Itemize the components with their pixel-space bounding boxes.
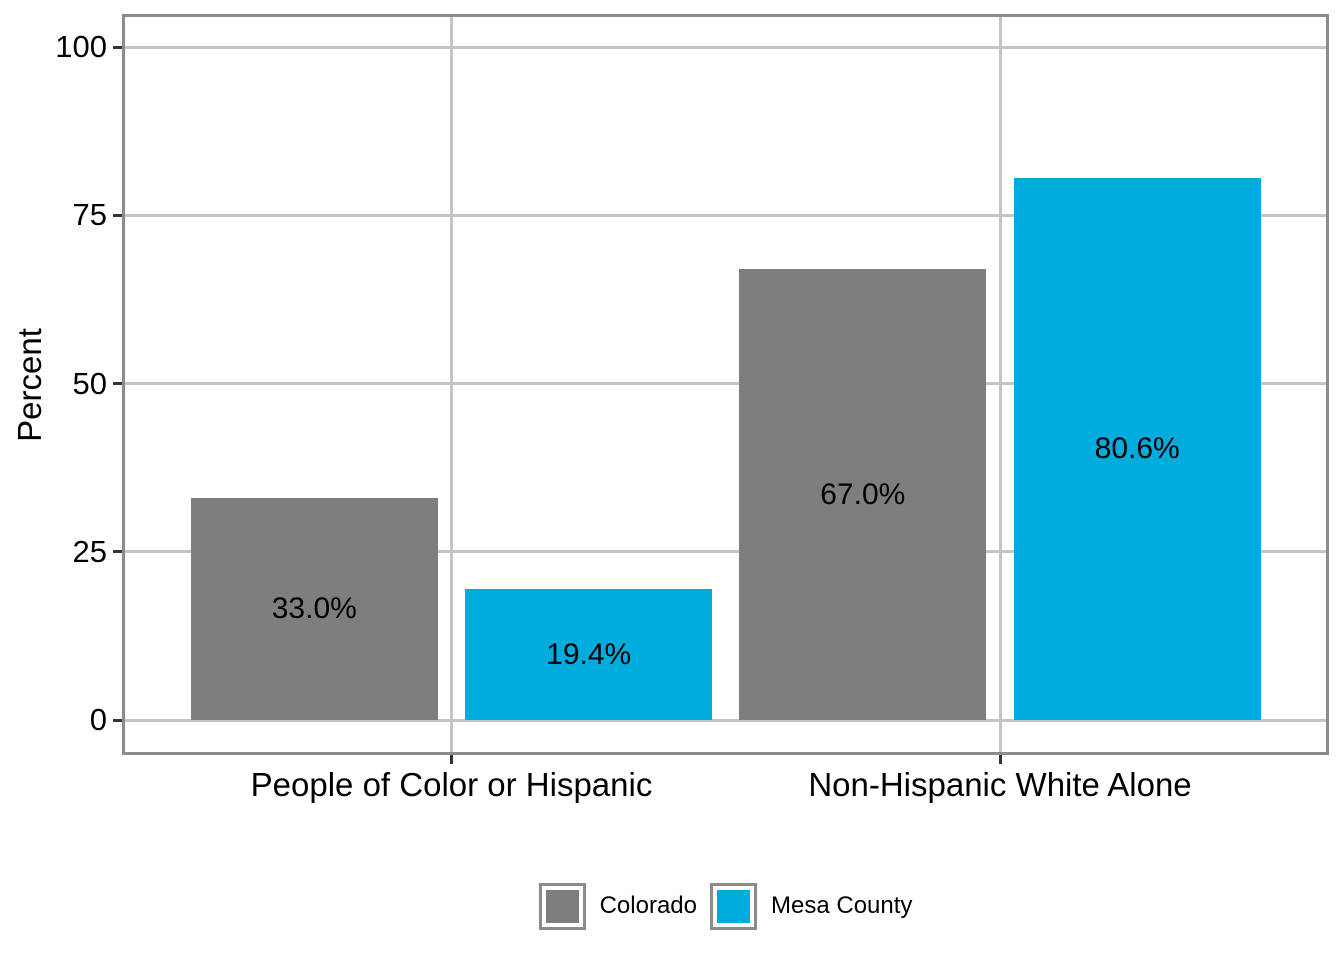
y-axis-title: Percent [11,328,48,442]
bar-value-label-mesa-county-people-of-color-or-hispanic: 19.4% [546,637,632,671]
bar-mesa-county-non-hispanic-white-alone [1013,177,1261,720]
y-tick-label-50: 50 [72,365,107,401]
bar-colorado-people-of-color-or-hispanic [190,497,438,720]
legend-key-mesa-county [710,882,757,930]
x-axis-tick-non-hispanic-white-alone [998,755,1002,764]
y-axis-tick-25 [113,550,122,554]
legend-label-colorado: Colorado [599,892,697,919]
legend-key-colorado [538,882,586,930]
y-axis-tick-50 [113,382,122,385]
bar-value-label-mesa-county-non-hispanic-white-alone: 80.6% [1094,431,1180,465]
gridline-y-100 [122,45,1329,49]
y-axis-tick-100 [113,45,122,49]
gridline-y-75 [122,213,1329,217]
y-tick-label-100: 100 [55,29,107,64]
legend-swatch-colorado [545,889,579,923]
legend-swatch-mesa-county [717,889,750,923]
bar-value-label-colorado-non-hispanic-white-alone: 67.0% [820,477,906,511]
gridline-x-people-of-color-or-hispanic [450,14,453,755]
y-tick-label-0: 0 [89,702,107,737]
legend-label-mesa-county: Mesa County [771,892,913,919]
x-axis-tick-people-of-color-or-hispanic [450,755,453,764]
legend-item-mesa-county: Mesa County [710,882,913,930]
legend-item-colorado: Colorado [538,882,697,930]
gridline-y-50 [122,382,1329,385]
y-tick-label-75: 75 [72,197,107,233]
y-axis-tick-0 [113,718,122,722]
bar-mesa-county-people-of-color-or-hispanic [465,589,713,720]
x-category-label-people-of-color-or-hispanic: People of Color or Hispanic [250,766,653,803]
bar-colorado-non-hispanic-white-alone [739,269,987,720]
gridline-y-0 [122,718,1329,722]
gridline-x-non-hispanic-white-alone [998,14,1002,755]
x-category-label-non-hispanic-white-alone: Non-Hispanic White Alone [808,766,1192,803]
y-axis-tick-75 [113,213,122,217]
y-tick-label-25: 25 [72,533,107,569]
gridline-y-25 [122,550,1329,554]
legend: Colorado Mesa County [122,878,1329,934]
bar-value-label-colorado-people-of-color-or-hispanic: 33.0% [271,591,357,625]
